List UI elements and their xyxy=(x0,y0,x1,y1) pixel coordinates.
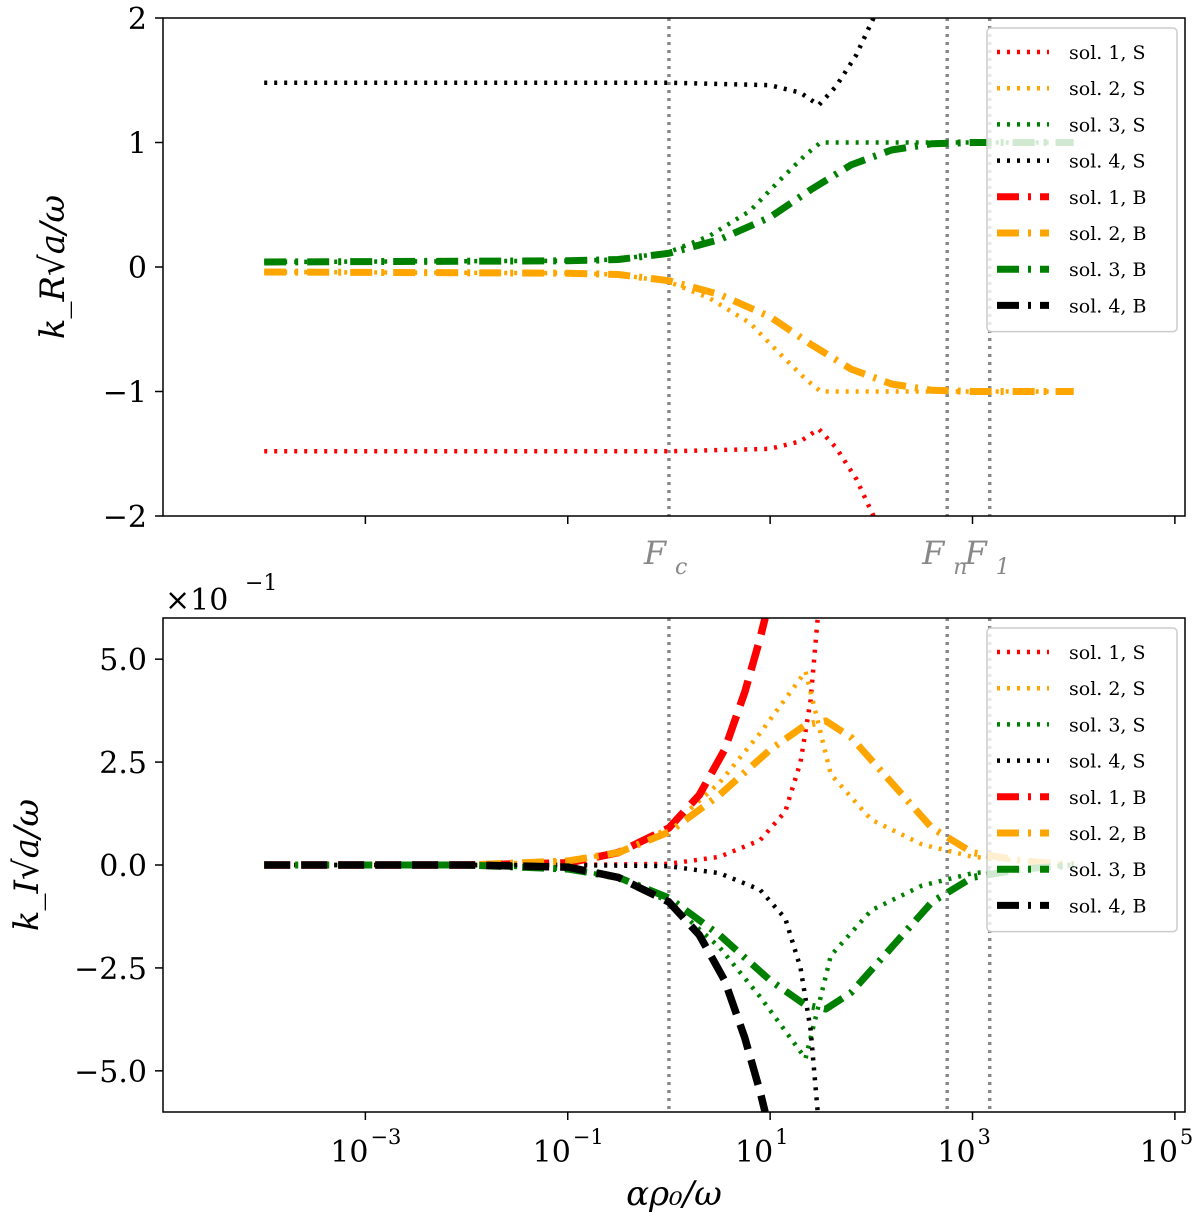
series-line-bottom-sol-4-b xyxy=(264,861,769,1112)
legend-entry-label: sol. 3, S xyxy=(1069,714,1146,736)
y-tick-label-top: 2 xyxy=(128,2,147,37)
y-axis-label-bottom: k_I√a/ω xyxy=(7,799,47,931)
y-axis-multiplier: ×10 xyxy=(165,583,228,618)
series-line-top-sol-2-s xyxy=(264,269,1074,394)
vline-label-Fc: F xyxy=(643,534,668,572)
x-tick-label-exponent: −1 xyxy=(573,1125,604,1149)
bottom-panel: −5.0−2.50.02.55.010 −3 10 −1 10 1 10 3 10 5×10 −1k… xyxy=(7,571,1193,1214)
legend-entry-label: sol. 4, B xyxy=(1069,295,1146,317)
y-tick-label-bottom: 5.0 xyxy=(99,643,147,678)
legend-entry-label: sol. 2, S xyxy=(1069,678,1146,700)
legend-entry-label: sol. 3, B xyxy=(1069,259,1146,281)
x-tick-label-exponent: 5 xyxy=(1180,1125,1193,1149)
legend-top: sol. 1, S sol. 2, S sol. 3, S sol. 4, S sol.… xyxy=(986,27,1178,333)
legend-entry-label: sol. 2, S xyxy=(1069,78,1146,100)
legend-entry-label: sol. 1, S xyxy=(1069,42,1146,64)
x-tick-label: 10 xyxy=(937,1135,975,1170)
y-tick-label-bottom: 2.5 xyxy=(99,746,147,781)
x-tick-label-exponent: −3 xyxy=(370,1125,401,1149)
y-tick-label-top: −2 xyxy=(103,500,147,535)
series-line-top-sol-3-b xyxy=(264,139,1074,266)
y-tick-label-bottom: −2.5 xyxy=(74,952,147,987)
legend-box xyxy=(986,27,1178,333)
legend-entry-label: sol. 3, B xyxy=(1069,859,1146,881)
x-tick-label: 10 xyxy=(330,1135,368,1170)
legend-box xyxy=(986,627,1178,933)
y-axis-label-top: k_R√a/ω xyxy=(33,195,73,339)
y-tick-label-top: −1 xyxy=(103,376,147,411)
vline-label-subscript-Fn: n xyxy=(953,555,967,580)
legend-entry-label: sol. 1, S xyxy=(1069,642,1146,664)
series-line-top-sol-2-b xyxy=(264,268,1074,395)
y-tick-label-top: 1 xyxy=(128,127,147,162)
vline-label-subscript-Fc: c xyxy=(675,555,687,580)
legend-entry-label: sol. 4, B xyxy=(1069,895,1146,917)
vline-label-subscript-F1: 1 xyxy=(996,555,1010,580)
legend-entry-label: sol. 1, B xyxy=(1069,187,1146,209)
legend-entry-label: sol. 2, B xyxy=(1069,823,1146,845)
x-tick-label: 10 xyxy=(1140,1135,1178,1170)
x-axis-label: αρ₀/ω xyxy=(626,1174,722,1214)
series-line-bottom-sol-1-b xyxy=(264,618,769,869)
vline-label-F1: F xyxy=(964,534,989,572)
vline-label-Fn: F xyxy=(921,534,946,572)
legend-entry-label: sol. 4, S xyxy=(1069,151,1146,173)
series-line-bottom-sol-4-s xyxy=(264,862,820,1112)
series-line-top-sol-4-s xyxy=(264,18,876,108)
series-line-bottom-sol-2-b xyxy=(264,717,1074,869)
legend-bottom: sol. 1, S sol. 2, S sol. 3, S sol. 4, S sol.… xyxy=(986,627,1178,933)
x-tick-label: 10 xyxy=(533,1135,571,1170)
series-line-top-sol-3-s xyxy=(264,140,1074,265)
legend-entry-label: sol. 1, B xyxy=(1069,787,1146,809)
y-tick-label-bottom: −5.0 xyxy=(74,1055,147,1090)
x-tick-label: 10 xyxy=(735,1135,773,1170)
y-axis-multiplier-exponent: −1 xyxy=(245,571,277,596)
x-tick-label-exponent: 1 xyxy=(775,1125,788,1149)
legend-entry-label: sol. 3, S xyxy=(1069,114,1146,136)
x-tick-label-exponent: 3 xyxy=(978,1125,991,1149)
series-line-bottom-sol-3-s xyxy=(264,862,1074,1061)
series-line-top-sol-1-s xyxy=(264,426,876,516)
y-tick-label-top: 0 xyxy=(128,251,147,286)
legend-entry-label: sol. 4, S xyxy=(1069,751,1146,773)
legend-entry-label: sol. 2, B xyxy=(1069,223,1146,245)
series-line-bottom-sol-1-s xyxy=(264,618,820,868)
y-tick-label-bottom: 0.0 xyxy=(99,849,147,884)
